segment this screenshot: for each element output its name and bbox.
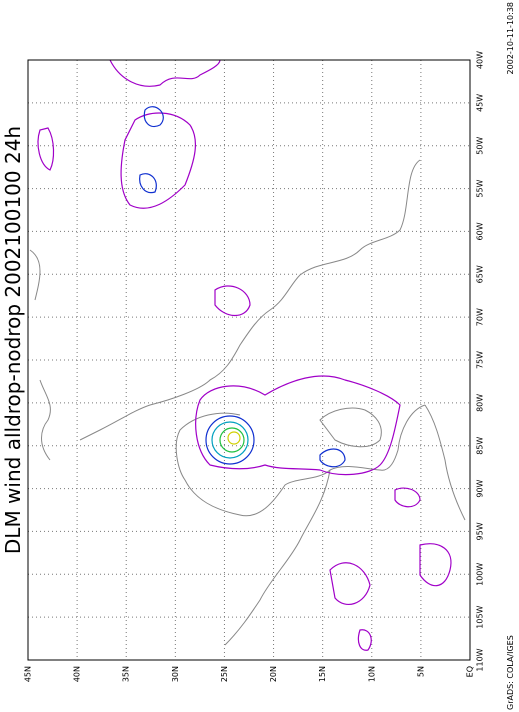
lon-label: 70W [476, 308, 485, 326]
timestamp: 2002-10-11-10:38 [506, 2, 515, 74]
contour [211, 421, 249, 459]
lon-label: 50W [476, 137, 485, 155]
map-title: DLM wind alldrop-nodrop 2002100100 24h [1, 126, 25, 554]
lat-label: 5N [416, 666, 425, 677]
coastline [319, 407, 382, 448]
coastline [424, 404, 466, 521]
contour [120, 112, 196, 209]
contour [37, 127, 55, 171]
coastlines [29, 159, 466, 646]
contour [219, 427, 245, 453]
lat-label: 40N [73, 666, 82, 682]
contour [319, 448, 346, 468]
lon-label: 80W [476, 394, 485, 412]
contour [419, 543, 452, 587]
lon-label: 90W [476, 479, 485, 497]
contour [195, 375, 401, 476]
contour [143, 106, 164, 128]
contour [227, 431, 241, 445]
lon-label: 75W [476, 351, 485, 369]
lon-label: 60W [476, 222, 485, 240]
lon-label: 100W [476, 563, 485, 586]
lat-label: 20N [269, 666, 278, 682]
contour [109, 59, 221, 87]
lon-label: 85W [476, 437, 485, 455]
lon-label: 105W [476, 605, 485, 628]
coastline [175, 404, 426, 517]
contour [214, 285, 251, 317]
lon-label: 65W [476, 265, 485, 283]
lat-label: 45N [24, 666, 33, 682]
lon-label: 45W [476, 94, 485, 112]
lon-label: 110W [476, 648, 485, 671]
grid [28, 60, 470, 660]
lon-label: 40W [476, 51, 485, 69]
contour [139, 173, 157, 194]
contour [357, 629, 372, 651]
coastline [29, 249, 41, 301]
lat-label: 15N [318, 666, 327, 682]
lat-label: 25N [220, 666, 229, 682]
contours [37, 59, 452, 651]
lon-label: 95W [476, 522, 485, 540]
lat-label: 35N [122, 666, 131, 682]
coastline [39, 379, 51, 461]
coastline [79, 159, 421, 441]
lon-label: 55W [476, 179, 485, 197]
footer: GrADS: COLA/IGES [506, 635, 515, 710]
lat-label: EQ [466, 666, 475, 677]
contour [329, 562, 371, 606]
contour [394, 487, 421, 508]
coastline [224, 469, 331, 646]
lat-label: 10N [367, 666, 376, 682]
frame [27, 59, 471, 661]
lat-label: 30N [171, 666, 180, 682]
contour [205, 415, 255, 465]
